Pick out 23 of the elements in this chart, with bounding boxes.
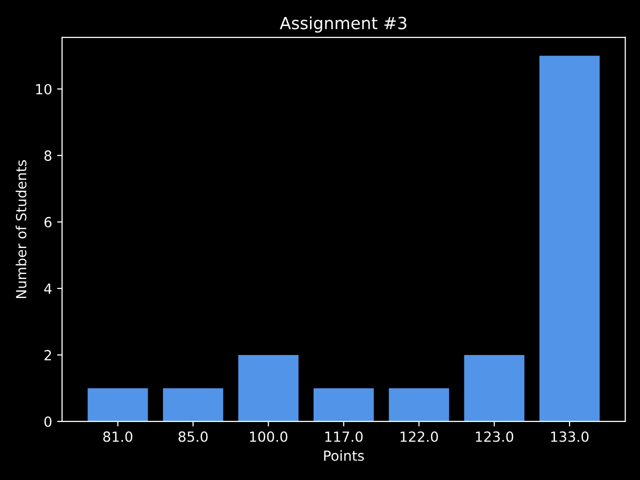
bar (539, 56, 600, 422)
y-tick-label: 4 (44, 284, 52, 294)
x-tick-label: 133.0 (551, 431, 589, 442)
x-tick-label: 85.0 (178, 431, 208, 442)
x-tick-label: 123.0 (476, 431, 514, 442)
y-tick-label: 2 (44, 350, 51, 360)
x-tick-label: 81.0 (103, 431, 132, 442)
bar (388, 388, 450, 422)
bar (314, 388, 374, 422)
x-tick-label: 100.0 (250, 431, 288, 442)
y-tick-label: 0 (44, 416, 52, 427)
y-tick-label: 10 (36, 84, 52, 94)
x-axis-title: Points (324, 450, 364, 461)
chart-title: Assignment #3 (280, 16, 406, 33)
y-tick-label: 8 (44, 150, 52, 161)
bar (464, 354, 524, 422)
bar (238, 354, 299, 422)
x-tick-label: 117.0 (325, 431, 363, 442)
y-axis-title: Number of Students (16, 160, 26, 298)
x-tick-label: 122.0 (400, 431, 438, 442)
y-tick-label: 6 (44, 216, 52, 228)
bar (162, 388, 224, 422)
bar (88, 388, 148, 422)
